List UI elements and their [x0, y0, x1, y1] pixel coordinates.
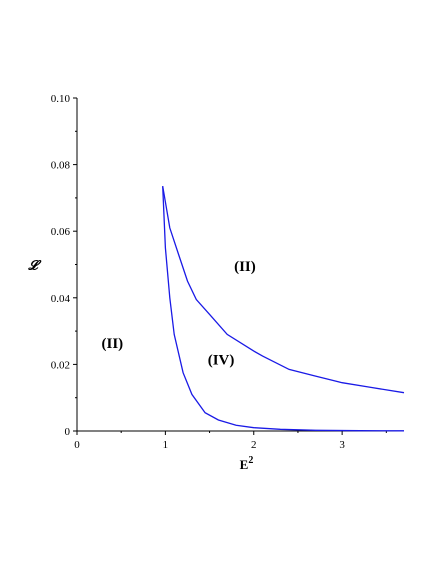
y-tick-label: 0.04 [51, 293, 71, 305]
curve-1 [162, 186, 405, 394]
x-tick-label: 3 [339, 439, 345, 451]
y-tick-label: 0 [65, 426, 71, 438]
y-tick-label: 0.02 [51, 359, 70, 371]
annotations: (II) (II) (IV) [102, 259, 256, 368]
y-tick-label: 0.10 [51, 93, 71, 105]
region-label: (II) [234, 259, 256, 275]
x-axis-title-base: E [240, 457, 249, 472]
y-ticks: 0 0.02 0.04 0.06 0.08 0.10 [51, 93, 77, 438]
y-tick-label: 0.06 [51, 226, 71, 238]
region-label: (II) [102, 336, 124, 352]
x-axis-title: E2 [240, 455, 254, 472]
x-tick-label: 2 [251, 439, 257, 451]
curves [162, 186, 405, 432]
x-axis-title-superscript: 2 [248, 455, 253, 466]
x-tick-label: 1 [163, 439, 169, 451]
curve-2 [162, 186, 405, 432]
y-axis-title: 𝓛 [27, 258, 42, 273]
x-ticks: 0 1 2 3 [74, 431, 387, 451]
y-tick-label: 0.08 [51, 160, 71, 172]
x-tick-label: 0 [74, 439, 80, 451]
region-label: (IV) [208, 352, 235, 368]
